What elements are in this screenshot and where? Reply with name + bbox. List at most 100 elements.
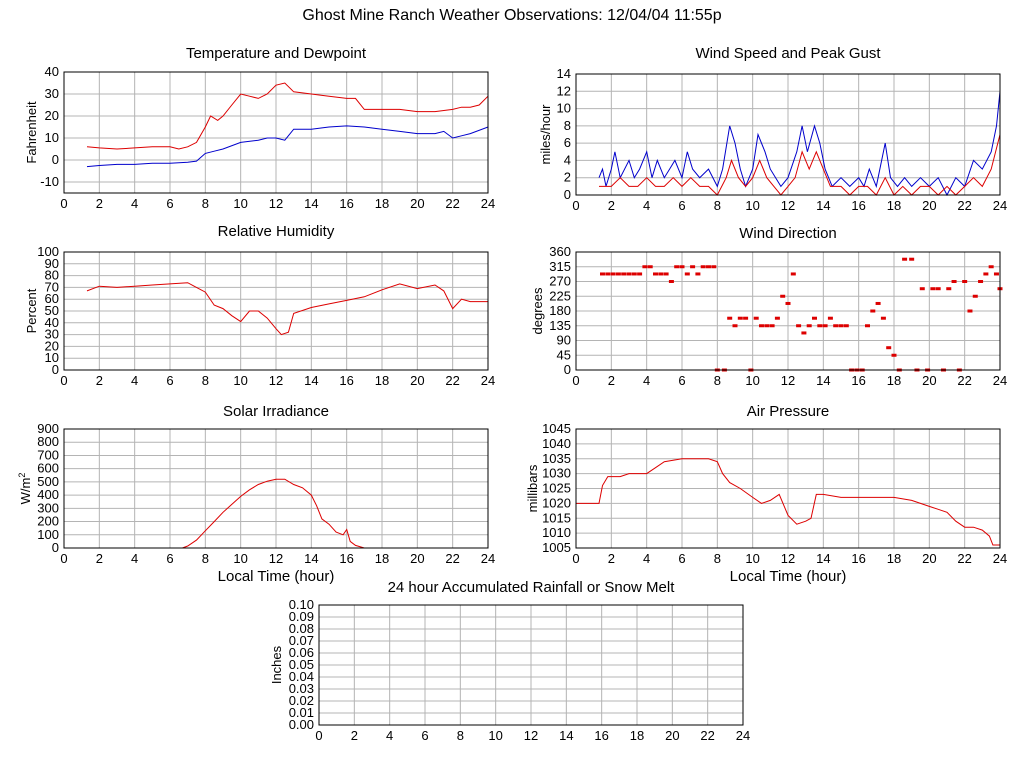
y-tick-label: 0.10 [289,597,314,612]
x-tick-label: 22 [957,198,971,213]
y-tick-label: 1045 [542,421,571,436]
x-tick-label: 22 [445,373,459,388]
data-point [684,272,690,276]
data-point [827,316,833,320]
data-point [653,272,658,276]
x-tick-label: 4 [643,198,650,213]
data-point [780,294,786,298]
data-point [600,272,605,276]
x-tick-label: 8 [202,373,209,388]
y-tick-label: 8 [564,118,571,133]
pressure-grid [575,428,1001,549]
x-tick-label: 2 [96,551,103,566]
data-point [951,280,957,283]
temperature-title: Temperature and Dewpoint [186,45,367,62]
x-tick-label: 6 [678,551,685,566]
x-tick-label: 22 [445,551,459,566]
y-tick-label: 1020 [542,495,571,510]
x-tick-label: 16 [339,373,353,388]
y-tick-label: 1005 [542,540,571,555]
y-tick-label: 0 [52,362,59,377]
series-line [86,82,489,150]
y-tick-label: 14 [557,66,571,81]
x-tick-label: 12 [781,198,795,213]
x-tick-label: 24 [481,551,495,566]
data-point [790,272,796,276]
y-tick-label: 315 [549,259,571,274]
x-tick-label: 2 [96,373,103,388]
y-tick-label: 30 [45,327,59,342]
y-tick-label: 40 [45,64,59,79]
y-tick-label: 1010 [542,525,571,540]
data-point [743,316,749,320]
y-tick-label: 800 [37,434,59,449]
x-tick-label: 0 [60,373,67,388]
data-point [886,346,892,350]
data-point [700,265,706,269]
x-tick-label: 20 [922,373,936,388]
temperature-ylabel: Fahrenheit [24,101,39,164]
data-point [967,309,973,313]
x-tick-label: 20 [410,551,424,566]
page-title: Ghost Mine Ranch Weather Observations: 1… [302,7,722,24]
humidity-title: Relative Humidity [218,223,335,240]
humidity-grid [63,251,489,371]
data-point [946,287,952,291]
y-tick-label: 1035 [542,451,571,466]
pressure-ylabel: millibars [525,464,540,512]
x-tick-label: 4 [131,373,138,388]
rainfall-grid [318,604,744,726]
humidity-frame [63,251,489,371]
humidity-ylabel: Percent [24,288,39,333]
x-tick-label: 6 [421,728,428,743]
data-point [774,316,780,320]
x-tick-label: 2 [608,198,615,213]
data-point [674,265,680,269]
data-point [838,324,844,328]
x-tick-label: 4 [643,551,650,566]
x-tick-label: 22 [957,551,971,566]
wind-speed-series-0 [598,91,1001,197]
y-tick-label: 0.08 [289,621,314,636]
solar-grid [63,428,489,549]
temperature-frame [63,71,489,194]
data-point [983,272,989,276]
y-tick-label: 1040 [542,436,571,451]
solar-ylabel: W/m2 [17,473,33,505]
y-tick-label: 180 [549,303,571,318]
y-tick-label: 1025 [542,481,571,496]
x-tick-label: 20 [922,198,936,213]
x-tick-label: 12 [269,551,283,566]
data-point [711,265,717,269]
wind-direction-title: Wind Direction [739,225,837,242]
y-tick-label: 270 [549,274,571,289]
data-point [764,324,770,328]
data-point [615,272,621,276]
series-line [86,282,488,336]
solar-frame [63,428,489,549]
y-tick-label: 0.00 [289,717,314,732]
x-tick-label: 14 [816,198,830,213]
data-point [737,316,743,320]
x-tick-label: 16 [594,728,608,743]
x-tick-label: 16 [339,196,353,211]
data-point [817,324,823,328]
x-tick-label: 12 [269,196,283,211]
x-tick-label: 24 [993,373,1007,388]
series-line [576,458,1000,546]
data-point [919,287,925,291]
x-tick-label: 12 [269,373,283,388]
y-tick-label: 1030 [542,466,571,481]
x-tick-label: 8 [714,373,721,388]
data-point [679,265,685,269]
y-tick-label: 50 [45,303,59,318]
x-tick-label: 0 [572,198,579,213]
x-tick-label: 24 [993,198,1007,213]
y-tick-label: 0 [564,362,571,377]
x-tick-label: 16 [851,198,865,213]
data-point [865,324,870,328]
rainfall-frame [318,604,744,726]
